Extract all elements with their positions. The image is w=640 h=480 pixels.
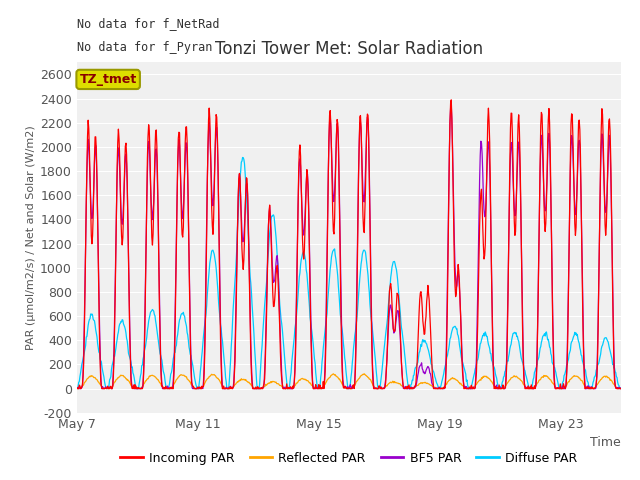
Legend: Incoming PAR, Reflected PAR, BF5 PAR, Diffuse PAR: Incoming PAR, Reflected PAR, BF5 PAR, Di…	[115, 446, 582, 469]
Text: TZ_tmet: TZ_tmet	[79, 73, 137, 86]
X-axis label: Time: Time	[590, 436, 621, 449]
Y-axis label: PAR (μmol/m2/s) / Net and Solar (W/m2): PAR (μmol/m2/s) / Net and Solar (W/m2)	[26, 125, 36, 350]
Text: No data for f_NetRad: No data for f_NetRad	[77, 17, 220, 30]
Title: Tonzi Tower Met: Solar Radiation: Tonzi Tower Met: Solar Radiation	[215, 40, 483, 58]
Text: No data for f_Pyran: No data for f_Pyran	[77, 41, 212, 54]
